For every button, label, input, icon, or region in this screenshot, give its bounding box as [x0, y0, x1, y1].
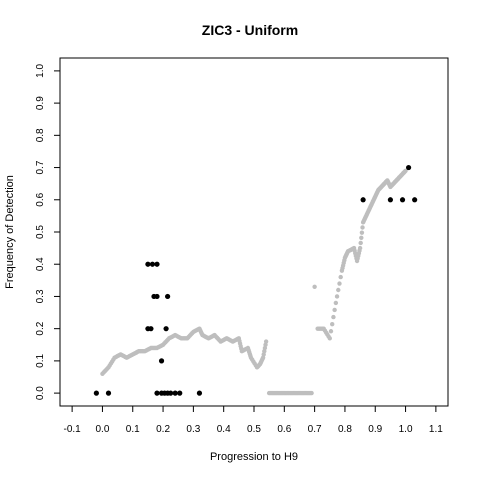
black-data-point — [154, 390, 160, 396]
black-data-point — [149, 261, 156, 267]
x-tick-label: 0.5 — [247, 424, 261, 435]
x-tick-label: 0.1 — [126, 424, 140, 435]
x-tick-label: 0.0 — [95, 424, 109, 435]
black-data-point — [163, 326, 169, 332]
grey-data-point — [357, 245, 363, 251]
y-tick-label: 0.8 — [35, 128, 46, 142]
grey-data-point — [338, 274, 343, 280]
grey-data-point — [312, 284, 317, 289]
x-axis-label: Progression to H9 — [210, 451, 298, 463]
y-tick-label: 0.0 — [35, 386, 46, 400]
y-axis-label: Frequency of Detection — [4, 175, 16, 289]
x-tick-label: 0.3 — [186, 424, 200, 435]
x-axis: -0.1 0.0 0.1 0.2 0.3 0.4 0.5 0.6 0.7 0.8 0.9 1.0 1.1 — [64, 405, 443, 435]
grey-data-point — [331, 314, 336, 320]
black-data-point — [399, 197, 406, 203]
x-tick-label: 1.1 — [429, 424, 443, 435]
y-axis: 0.0 0.1 0.2 0.3 0.4 0.5 0.6 0.7 0.8 0.9 1.0 — [35, 64, 61, 400]
x-tick-label: 1.0 — [399, 424, 413, 435]
black-data-point — [172, 390, 178, 396]
grey-data-point — [327, 336, 332, 341]
y-tick-label: 0.2 — [35, 321, 46, 335]
y-tick-label: 0.4 — [35, 257, 46, 271]
black-data-point — [145, 261, 151, 267]
grey-data-point — [358, 240, 363, 246]
grey-data-point — [333, 300, 339, 306]
black-data-point — [148, 326, 154, 332]
black-data-point — [196, 390, 203, 396]
black-data-point — [177, 390, 183, 396]
y-tick-label: 0.9 — [35, 96, 46, 110]
x-tick-label: 0.2 — [156, 424, 170, 435]
y-tick-label: 0.1 — [35, 354, 46, 368]
grey-data-point — [403, 168, 408, 173]
x-tick-label: -0.1 — [64, 424, 82, 435]
series-layer — [93, 164, 418, 396]
black-data-point — [105, 390, 112, 396]
grey-data-point — [330, 321, 335, 327]
x-tick-label: 0.7 — [308, 424, 322, 435]
y-tick-label: 1.0 — [35, 64, 46, 78]
black-data-point — [405, 164, 412, 171]
chart-title: ZIC3 - Uniform — [202, 22, 298, 38]
black-data-point — [93, 390, 99, 396]
y-tick-label: 0.6 — [35, 192, 46, 206]
black-data-point — [165, 293, 171, 300]
black-data-point — [168, 390, 174, 396]
grey-data-point — [328, 329, 334, 334]
x-tick-label: 0.9 — [368, 424, 382, 435]
grey-data-point — [309, 390, 314, 396]
black-data-point — [154, 293, 160, 300]
black-data-point — [158, 358, 165, 364]
y-tick-label: 0.3 — [35, 289, 46, 303]
grey-data-point — [359, 230, 365, 235]
y-tick-label: 0.7 — [35, 160, 46, 174]
grey-data-point — [337, 281, 342, 286]
grey-data-point — [359, 235, 364, 240]
black-data-point — [154, 261, 160, 267]
y-tick-label: 0.5 — [35, 225, 46, 239]
black-data-point — [360, 197, 366, 203]
x-tick-label: 0.6 — [277, 424, 291, 435]
black-data-point — [387, 197, 394, 203]
grey-data-point — [360, 225, 365, 230]
black-data-point — [412, 197, 418, 203]
grey-data-point — [332, 307, 337, 313]
x-tick-label: 0.4 — [217, 424, 231, 435]
grey-data-point — [336, 287, 341, 293]
grey-data-point — [263, 339, 269, 344]
grey-data-point — [334, 294, 340, 299]
x-tick-label: 0.8 — [338, 424, 352, 435]
